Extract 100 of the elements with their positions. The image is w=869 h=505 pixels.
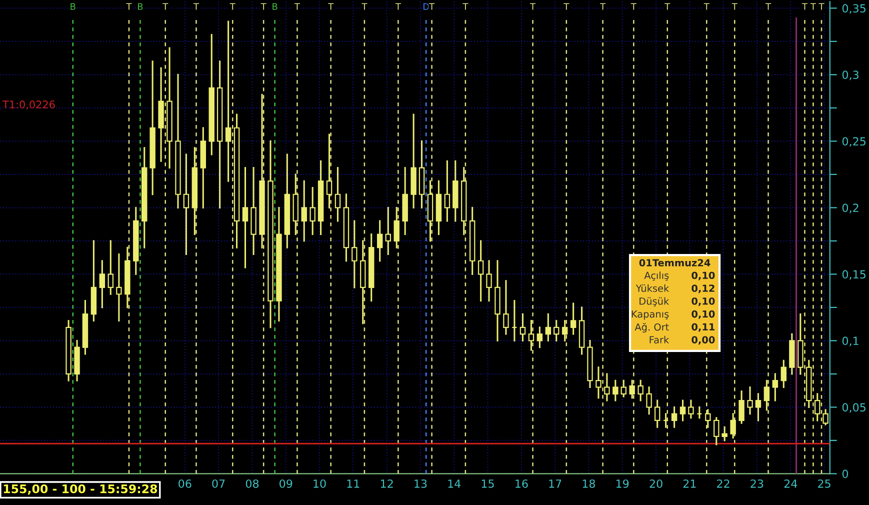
x-tick-label: 19 <box>616 479 629 488</box>
ref-line-label: T <box>362 3 368 10</box>
candlestick <box>696 406 702 419</box>
ref-line-label: T <box>462 3 468 10</box>
ref-line-label: D <box>424 3 430 10</box>
y-tick-label: 0,25 <box>842 137 866 147</box>
x-tick-label: 13 <box>414 479 427 488</box>
candlestick <box>326 134 332 208</box>
x-tick-label: 11 <box>347 480 360 488</box>
annotation: Fark <box>650 336 670 344</box>
ref-line-label: T <box>810 3 816 10</box>
y-tick-label: 0 <box>842 470 848 478</box>
y-tick-label: 0,05 <box>842 403 866 413</box>
ref-line-label: T <box>530 3 536 10</box>
candlestick <box>629 380 635 399</box>
annotation: 01Temmuz24 <box>639 259 710 266</box>
ref-line-label: T <box>328 3 334 10</box>
annotation: Yüksek <box>636 284 670 292</box>
x-tick-label: 08 <box>246 479 259 488</box>
annotation: 0,10 <box>692 272 715 280</box>
ref-line-label: B <box>70 3 76 10</box>
candlestick <box>570 302 576 335</box>
candlestick <box>554 320 560 342</box>
candlestick <box>671 406 678 428</box>
candlestick <box>116 253 122 322</box>
y-tick-label: 0,15 <box>842 270 866 280</box>
candlestick <box>646 386 652 415</box>
candlestick <box>520 313 526 342</box>
candlestick <box>545 313 552 342</box>
ref-line-label: T <box>600 3 606 10</box>
candlestick <box>486 260 492 302</box>
ref-line-label: T <box>802 3 808 10</box>
annotation: 0,00 <box>692 336 715 345</box>
x-tick-label: 07 <box>212 479 225 488</box>
x-tick-label: 14 <box>448 480 461 488</box>
x-tick-label: 21 <box>683 479 696 488</box>
candlestick <box>352 220 358 288</box>
candlestick <box>394 206 400 248</box>
x-tick-label: 22 <box>717 479 730 488</box>
x-tick-label: 24 <box>784 479 798 488</box>
x-tick-label: 09 <box>280 479 292 488</box>
x-tick-label: 20 <box>650 479 662 488</box>
annotation: Ağ. Ort <box>634 322 669 333</box>
ref-line-label: T <box>818 3 824 10</box>
ref-line-label: B <box>138 3 143 10</box>
candlestick <box>376 220 383 262</box>
ref-line-label: T <box>395 3 401 10</box>
ref-line-label: T <box>704 3 710 10</box>
ref-line-label: T <box>230 3 236 10</box>
ref-line-label: B <box>272 3 278 10</box>
candlestick <box>310 186 316 236</box>
annotation: 0,10 <box>692 297 715 306</box>
candlestick <box>225 20 232 182</box>
candlestick <box>242 167 248 268</box>
candlestick <box>814 393 820 422</box>
ref-line-label: T <box>162 3 168 10</box>
x-tick-label: 12 <box>381 479 393 488</box>
y-tick-label: 0,3 <box>842 70 858 80</box>
candlestick <box>503 280 509 335</box>
candlestick <box>730 413 736 439</box>
text: 155,00 - 100 - 15:59:28 <box>4 484 158 495</box>
y-tick-label: 0,2 <box>842 204 858 214</box>
ref-line-label: T <box>630 3 636 10</box>
y-tick-label: 0,35 <box>842 4 866 14</box>
candlestick <box>99 260 106 308</box>
candlestick <box>604 373 610 402</box>
candlestick <box>620 380 626 398</box>
x-tick-label: 18 <box>582 479 596 488</box>
x-tick-label: 15 <box>482 480 494 488</box>
candlestick <box>705 409 711 428</box>
candlestick <box>680 400 686 422</box>
ref-line-label: T <box>564 3 570 10</box>
candlestick <box>536 326 543 348</box>
x-tick-label: 16 <box>516 479 528 488</box>
candlestick <box>512 300 518 342</box>
x-tick-label: 23 <box>750 479 764 488</box>
candlestick <box>478 240 484 302</box>
ref-line-label: T <box>126 3 132 10</box>
annotation: Açılış <box>644 272 669 281</box>
ref-line-label: T <box>429 3 435 10</box>
candlestick <box>301 180 307 242</box>
candlestick <box>780 360 787 388</box>
x-tick-label: 06 <box>178 479 192 488</box>
candlestick <box>738 390 744 424</box>
candlestick <box>334 167 341 222</box>
ref-line-label: T <box>260 3 266 10</box>
ref-line-label: T <box>664 3 670 10</box>
x-tick-label: 17 <box>549 480 562 488</box>
candlestick <box>722 426 728 442</box>
candlestick <box>688 400 694 419</box>
ref-line-label: T1:0,0226 <box>2 100 55 110</box>
y-tick-label: 0,1 <box>842 336 858 346</box>
annotation: Düşük <box>640 297 670 307</box>
candlestick <box>183 154 190 255</box>
ref-line-label: T <box>732 3 738 10</box>
ref-line-label: T <box>193 3 200 10</box>
ref-line-label: T <box>294 3 300 10</box>
candlestick <box>755 393 762 422</box>
x-tick-label: 10 <box>314 479 326 488</box>
candlestick <box>562 320 568 342</box>
